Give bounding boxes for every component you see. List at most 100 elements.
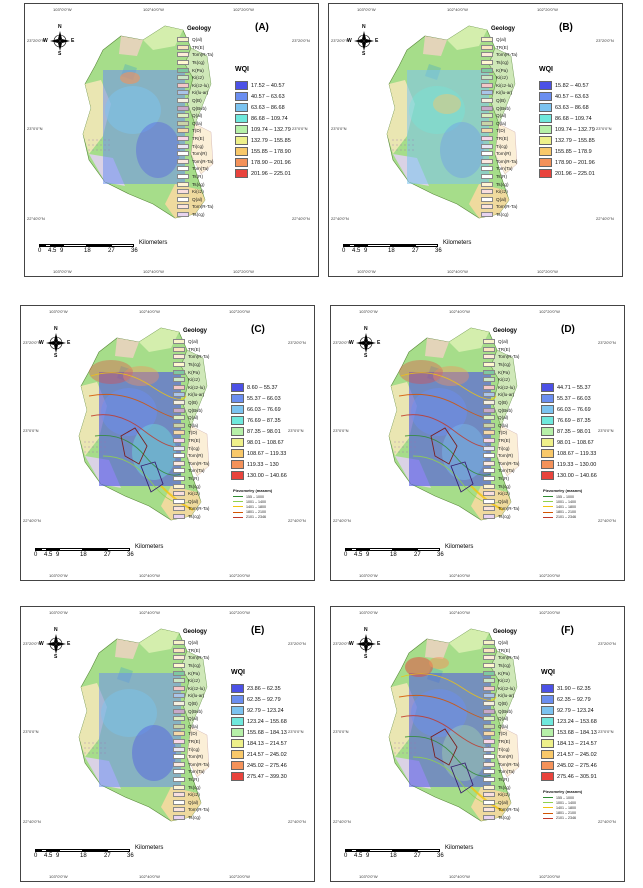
wqi-legend-item: 245.02 – 275.46 [231,760,287,771]
map-drawing [388,327,520,521]
geology-label: TR(E) [498,346,511,352]
geology-legend-item: Tom(R) [173,452,209,460]
geology-legend-item: Q(al) [483,338,519,346]
wqi-legend-item: 201.96 – 225.01 [539,168,595,179]
geology-legend-item: Q(la) [173,723,209,731]
pattern-dot [92,451,94,453]
wqi-swatch [231,695,244,704]
wqi-legend-item: 87.35 – 98.01 [541,426,597,437]
geology-swatch [173,422,185,428]
wqi-swatch [539,136,552,145]
wqi-swatch [541,449,554,458]
pattern-dot [392,139,394,141]
geology-swatch [173,384,185,390]
pattern-dot [406,747,408,749]
geology-legend-item: Ki(lu-ar) [483,391,519,399]
geology-label: Q(Bvb) [188,407,203,413]
scale-tick-label: 18 [80,552,87,558]
geology-label: TR(E) [496,136,509,142]
lon-label-bottom: 103°0'0"W [53,269,72,274]
wqi-legend-item: 155.85 – 178.9 [539,146,595,157]
piezometry-legend-title: Piezometry (masnm) [543,488,583,493]
geology-label: TR(E) [498,739,511,745]
geology-swatch [173,346,185,352]
geology-legend-item: TR(E) [173,738,209,746]
scale-unit: Kilometers [135,845,164,851]
wqi-swatch [235,114,248,123]
pattern-dot [96,441,98,443]
wqi-swatch [539,147,552,156]
wqi-swatch [231,772,244,781]
geology-label: Ki(lu-ar) [188,392,205,398]
wqi-range-label: 214.57 – 245.02 [247,751,287,758]
geology-legend-item: Ts(cg) [483,361,519,369]
wqi-hotspot-2 [123,366,159,386]
geology-label: Tom(Ta) [498,769,515,775]
wqi-legend-item: 15.82 – 40.57 [539,80,595,91]
geology-swatch [177,211,189,217]
panel-letter: (E) [251,625,265,636]
geology-legend-item: Ki(cz) [483,677,519,685]
scale-tick-labels: 0 4.5 9 18 27 36 [34,853,135,861]
pattern-dot [412,149,414,151]
geology-legend-item: Ti(cg) [177,142,213,150]
geology-label: K(Pa) [498,670,510,676]
geology-swatch [481,105,493,111]
pattern-dot [412,144,414,146]
wqi-hotspot [399,360,443,384]
geology-label: Q(Bvb) [192,105,207,111]
geology-legend-item: Tom(R) [483,452,519,460]
geology-legend: Q(al) TR(E) Tom(R-Ta) Ts(cg) K(Pa) Ki(cz) Ki(c… [481,36,517,218]
lon-label-bottom: 103°0'0"W [357,269,376,274]
pattern-dot [402,742,404,744]
geology-label: T(D) [192,128,202,134]
geology-swatch [483,731,495,737]
scale-tick-label: 18 [80,853,87,859]
wqi-swatch [231,684,244,693]
geology-swatch [173,460,185,466]
compass-s: S [54,353,58,359]
geology-label: Ts(cg) [498,814,511,820]
scale-tick-label: 18 [84,248,91,254]
wqi-legend-item: 62.35 – 92.79 [231,694,287,705]
piezometry-legend-title: Piezometry (masnm) [543,789,583,794]
piezometry-legend: Piezometry (masnm) 155 – 1000 1001 – 1400 1… [543,789,582,821]
piezometry-legend-item: 155 – 1000 [233,494,272,499]
pattern-dot [394,742,396,744]
pattern-dot [92,747,94,749]
geology-swatch [177,90,189,96]
wqi-legend-title: WQI [235,66,249,73]
geology-legend-item: K(Pa) [173,368,209,376]
pattern-dot [414,451,416,453]
geology-legend-item: Ts(cg) [177,211,213,219]
geology-swatch [177,44,189,50]
geology-swatch [173,513,185,519]
geology-label: Ts(cg) [192,181,205,187]
geology-swatch [177,196,189,202]
geology-label: TR(E) [188,438,201,444]
piezometry-range-label: 1001 – 1400 [556,800,576,805]
map-panel-4: 103°0'0"W 103°0'0"W 102°40'0"W 102°40'0"W 10… [330,305,625,581]
geology-label: Ki(cz-lu) [496,82,513,88]
geology-swatch [173,407,185,413]
wqi-swatch [235,103,248,112]
compass-rose-icon [46,634,66,654]
geology-swatch [481,166,493,172]
geology-legend-item: TR(E) [173,437,209,445]
geology-label: TR(E) [188,346,201,352]
lon-label-top: 103°0'0"W [357,7,376,12]
geology-swatch [483,369,495,375]
pattern-dot [394,441,396,443]
scale-segment [51,244,63,247]
lon-label-bottom: 102°20'0"W [537,269,558,274]
wqi-hotspot [405,657,433,677]
panel-letter: (F) [561,625,574,636]
geology-swatch [173,776,185,782]
unit-tom [190,123,214,175]
geology-legend-item: Q(al) [481,195,517,203]
wqi-range-label: 275.46 – 305.91 [557,773,597,780]
pattern-dot [84,446,86,448]
pattern-dot [84,752,86,754]
compass-n: N [364,326,368,332]
piezometry-legend-item: 1801 – 2100 [543,510,582,515]
